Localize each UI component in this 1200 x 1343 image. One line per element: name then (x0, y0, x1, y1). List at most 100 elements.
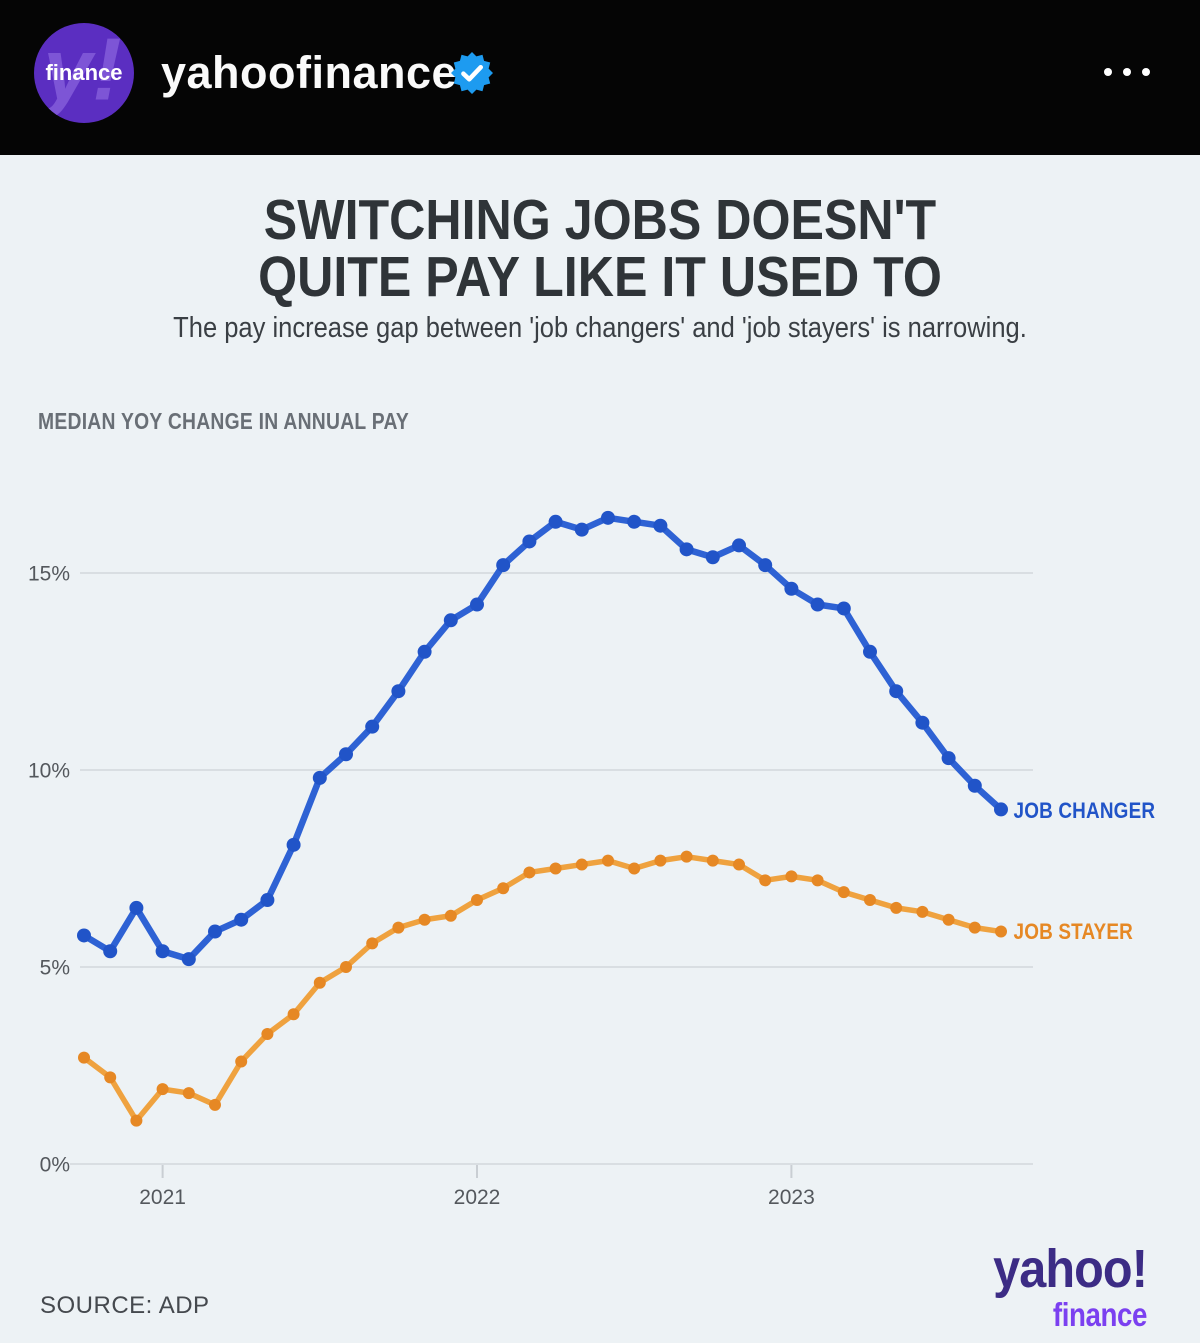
job-changer-point (312, 770, 327, 785)
job-stayer-point (497, 882, 510, 895)
job-changer-point (155, 944, 170, 959)
job-changer-point (784, 581, 799, 596)
job-stayer-point (602, 854, 614, 867)
job-changer-point (443, 613, 458, 628)
job-stayer-point (418, 913, 431, 926)
legend-job-stayer-label: JOB STAYER (1013, 919, 1133, 944)
logo-yahoo: yahoo! (993, 1239, 1148, 1299)
legend-dash: - (1001, 798, 1008, 823)
menu-dot (1123, 68, 1131, 76)
menu-dot (1142, 68, 1150, 76)
job-stayer-point (837, 886, 850, 899)
job-changer-point (470, 597, 484, 612)
x-tick-label: 2022 (454, 1186, 501, 1209)
job-changer-point (234, 912, 249, 927)
job-stayer-point (366, 937, 379, 950)
job-stayer-point (968, 921, 981, 934)
y-tick-label: 5% (40, 957, 70, 980)
job-changer-point (417, 644, 432, 659)
job-stayer-point (916, 905, 929, 918)
job-changer-point (77, 928, 91, 943)
job-stayer-point (104, 1071, 117, 1084)
yahoo-watermark-icon: y! (43, 23, 122, 119)
job-changer-point (967, 778, 982, 793)
job-stayer-point (680, 850, 693, 863)
logo-finance: finance (1052, 1296, 1148, 1333)
job-stayer-point (287, 1008, 300, 1021)
chart-svg: 0% 5% 10% 15% 2021 2022 2023 (28, 510, 1033, 1209)
job-stayer-point (995, 925, 1007, 938)
job-stayer-point (130, 1114, 143, 1127)
job-changer-point (548, 514, 563, 529)
profile-avatar[interactable]: y! finance (34, 23, 134, 123)
x-tick-label: 2023 (768, 1186, 815, 1209)
job-changer-point (679, 542, 694, 557)
job-changer-point (260, 893, 275, 908)
legend-job-changer: - JOB CHANGER (1001, 798, 1155, 824)
job-stayer-point (471, 894, 483, 907)
headline-line-2: QUITE PAY LIKE IT USED TO (258, 245, 942, 309)
job-changer-point (103, 944, 118, 959)
job-changer-point (496, 558, 511, 573)
job-changer-point (653, 518, 668, 533)
job-stayer-point (864, 894, 876, 907)
job-stayer-point (733, 858, 745, 871)
job-stayer-point (759, 874, 772, 887)
job-stayer-point (261, 1027, 274, 1040)
job-changer-point (627, 514, 642, 529)
job-stayer-point (209, 1098, 221, 1111)
job-stayer-point (942, 913, 955, 926)
job-changer-point (339, 747, 353, 762)
job-stayer-point (444, 909, 457, 922)
profile-username[interactable]: yahoofinance (161, 47, 458, 98)
job-stayer-point (706, 854, 719, 867)
legend-job-stayer: - JOB STAYER (1001, 919, 1133, 945)
job-changer-point (391, 684, 406, 699)
job-stayer-point (654, 854, 667, 867)
job-stayer-point (313, 976, 326, 989)
job-changer-point (208, 924, 222, 939)
job-stayer-point (523, 866, 536, 879)
job-changer-point (941, 751, 956, 766)
job-changer-point (601, 510, 615, 525)
verified-badge-icon (451, 52, 493, 94)
job-changer-point (365, 719, 380, 734)
brand-logo: yahoo! finance (976, 1239, 1148, 1333)
more-options-button[interactable] (1104, 60, 1174, 84)
job-changer-point (181, 952, 196, 967)
headline-line-1: SWITCHING JOBS DOESN'T (263, 188, 937, 252)
job-changer-point (522, 534, 537, 549)
headline-title: SWITCHING JOBS DOESN'T QUITE PAY LIKE IT… (72, 192, 1128, 306)
job-stayer-point (549, 862, 562, 875)
source-credit: SOURCE: ADP (40, 1292, 210, 1319)
job-stayer-point (575, 858, 588, 871)
job-stayer-point (182, 1087, 195, 1100)
header-bar: y! finance yahoofinance (0, 0, 1200, 155)
job-stayer-point (235, 1055, 248, 1068)
job-stayer-line (81, 853, 1004, 1124)
job-changer-point (863, 644, 877, 659)
headline-subtitle: The pay increase gap between 'job change… (173, 312, 1027, 344)
x-tick-label: 2021 (139, 1186, 186, 1209)
menu-dot (1104, 68, 1112, 76)
job-changer-point (889, 684, 904, 699)
job-stayer-point (156, 1083, 169, 1096)
job-changer-point (574, 522, 589, 537)
job-changer-point (836, 601, 851, 616)
job-stayer-point (78, 1051, 90, 1064)
job-changer-point (286, 837, 301, 852)
job-changer-point (758, 558, 773, 573)
job-changer-point (915, 715, 930, 730)
job-changer-point (732, 538, 746, 553)
job-changer-point (705, 550, 720, 565)
avatar-label: finance (45, 60, 123, 85)
job-changer-line (80, 514, 1005, 963)
job-stayer-point (811, 874, 824, 887)
legend-job-changer-label: JOB CHANGER (1013, 798, 1156, 823)
job-stayer-point (392, 921, 405, 934)
y-tick-label: 15% (28, 563, 70, 586)
job-stayer-point (628, 862, 641, 875)
y-tick-label: 10% (28, 760, 70, 783)
legend-dash: - (1001, 919, 1008, 944)
